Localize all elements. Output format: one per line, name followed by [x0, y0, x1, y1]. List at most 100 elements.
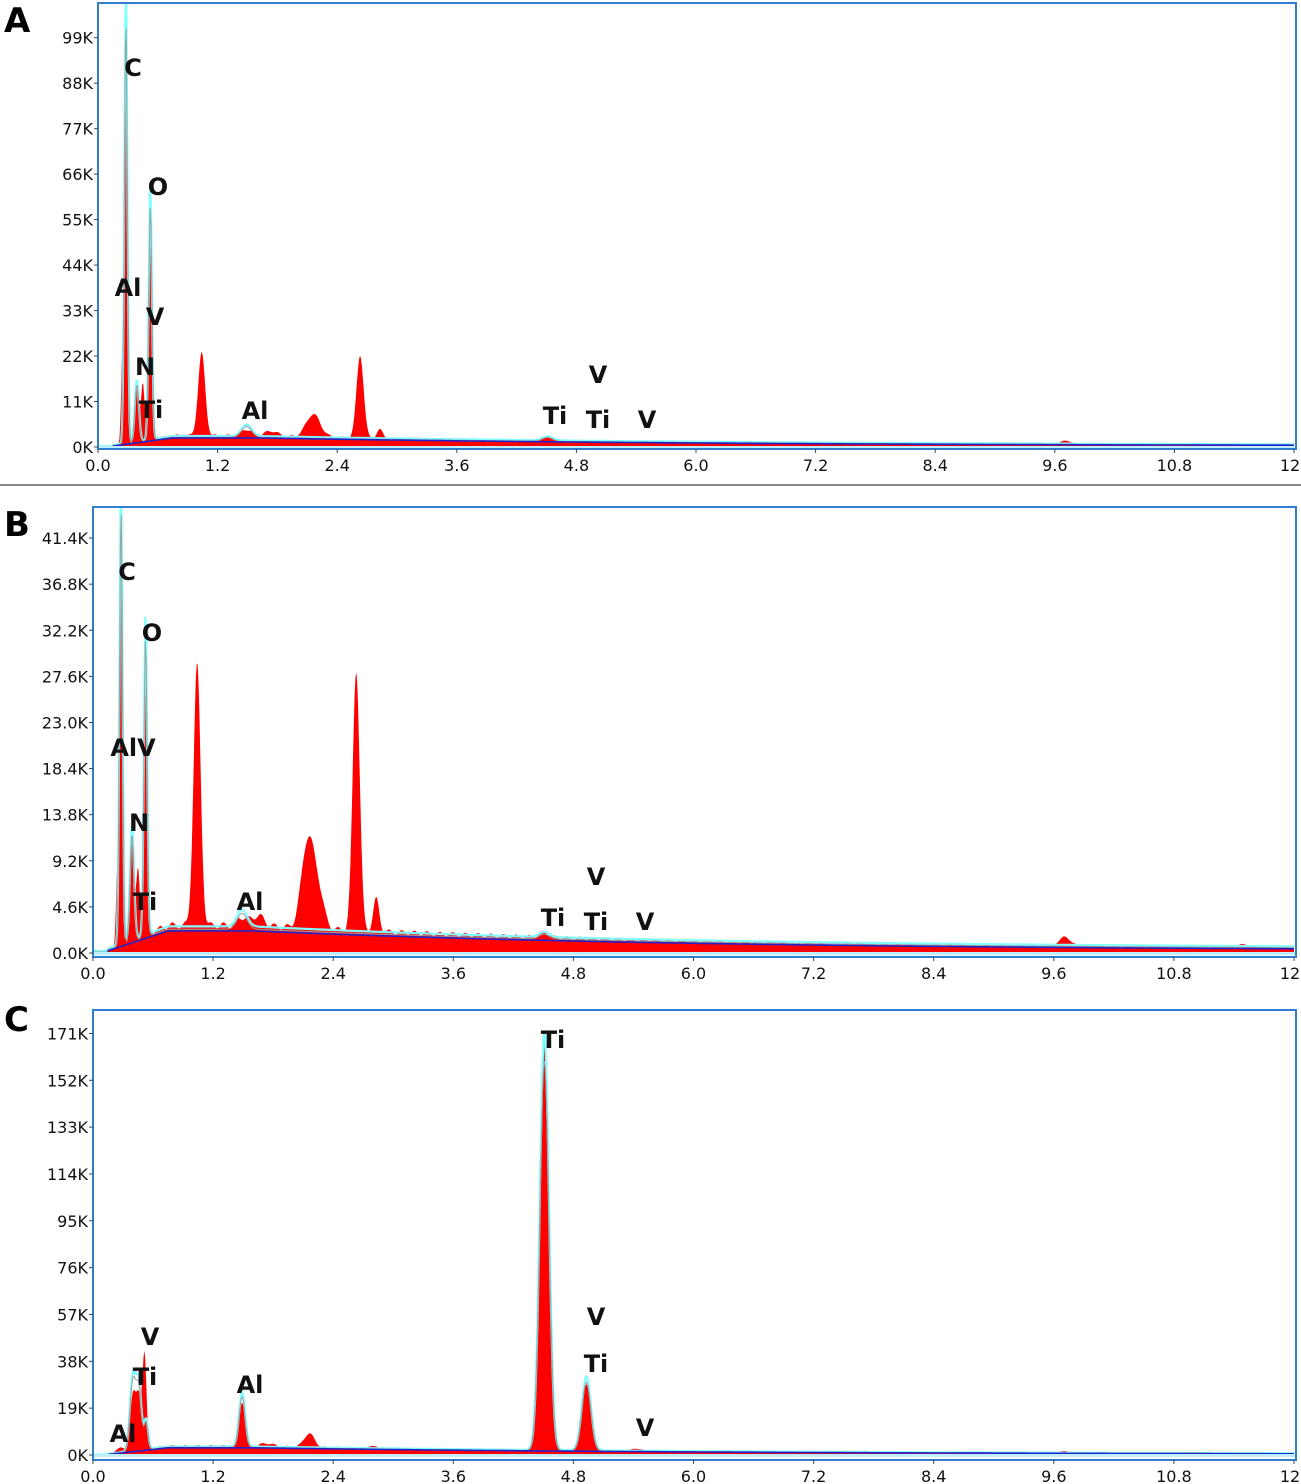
y-tick-label: 171K [47, 1024, 89, 1043]
y-tick-label: 18.4K [42, 760, 89, 779]
element-label: V [146, 303, 165, 331]
baseline [93, 1454, 1296, 1457]
spectrum-chart-a: 0K 11K 22K 33K 44K 55K 66K 77K 88K 99K 0.0 1.2 2.4 3.… [62, 2, 1300, 475]
y-tick-label: 22K [62, 347, 93, 366]
spectrum-chart-b: 0.0K 4.6K 9.2K 13.8K 18.4K 23.0K 27.6K 32.2K 36.… [42, 506, 1300, 983]
x-tick-label: 7.2 [801, 964, 826, 983]
y-tick-label: 0K [67, 1446, 88, 1465]
y-tick-label: 95K [57, 1212, 88, 1231]
element-label: V [638, 406, 657, 434]
x-tick-label: 0.0 [85, 456, 110, 475]
y-tick-label: 27.6K [42, 667, 89, 686]
y-tick-label: 99K [62, 29, 93, 48]
y-tick-label: 44K [62, 256, 93, 275]
element-label: Ti [139, 396, 164, 424]
x-tick-label: 1.2 [205, 456, 230, 475]
y-tick-label: 4.6K [52, 898, 88, 917]
x-tick-label: 3.6 [444, 456, 469, 475]
x-tick-label: 6.0 [683, 456, 708, 475]
fit-line [93, 1060, 1294, 1456]
x-tick-label: 7.2 [803, 456, 828, 475]
x-tick-label: 10.8 [1157, 456, 1193, 475]
y-tick-label: 152K [47, 1071, 89, 1090]
y-tick-label: 36.8K [42, 575, 89, 594]
x-tick-label: 7.2 [801, 1467, 826, 1484]
element-label: Al [110, 1420, 137, 1448]
x-tick-label: 0.0 [80, 1467, 105, 1484]
x-tick-label: 6.0 [681, 964, 706, 983]
element-label: Al [237, 1371, 264, 1399]
plot-frame [92, 1009, 1297, 1461]
x-tick-label: 4.8 [564, 456, 589, 475]
x-tick-label: 2.4 [320, 964, 345, 983]
element-label: C [118, 558, 136, 586]
spectrum-plot-area [93, 1030, 1296, 1457]
y-tick-label: 114K [47, 1165, 89, 1184]
panel-a: 0K 11K 22K 33K 44K 55K 66K 77K 88K 99K 0.0 1.2 2.4 3.… [0, 0, 1301, 484]
x-tick-label: 9.6 [1041, 1467, 1066, 1484]
y-tick-label: 77K [62, 120, 93, 139]
background-line [93, 1447, 1294, 1456]
element-label: V [141, 1323, 160, 1351]
element-label: Ti [541, 1026, 566, 1054]
element-label: Al [242, 397, 269, 425]
x-tick-label: 1.2 [200, 964, 225, 983]
element-label: Ti [541, 904, 566, 932]
reference-spectrum-line [98, 3, 1294, 448]
element-label: Al [237, 888, 264, 916]
element-label: Ti [584, 908, 609, 936]
y-tick-label: 23.0K [42, 713, 89, 732]
x-tick-label: 8.4 [921, 1467, 946, 1484]
element-label: O [148, 173, 168, 201]
x-tick-label: 6.0 [681, 1467, 706, 1484]
spectrum-plot-area [98, 3, 1296, 449]
baseline [93, 952, 1296, 955]
y-tick-label: 41.4K [42, 529, 89, 548]
x-tick-label: 4.8 [561, 964, 586, 983]
x-tick-label: 8.4 [921, 964, 946, 983]
y-tick-label: 0.0K [52, 944, 88, 963]
element-label: N [135, 353, 155, 381]
reference-spectrum-line [93, 1030, 1294, 1456]
y-tick-label: 66K [62, 165, 93, 184]
x-tick-label: 12 [1280, 1467, 1300, 1484]
y-tick-label: 38K [57, 1352, 88, 1371]
element-label: V [636, 908, 655, 936]
reference-spectrum-line [93, 507, 1294, 953]
y-tick-label: 57K [57, 1305, 88, 1324]
x-tick-label: 9.6 [1042, 456, 1067, 475]
x-tick-label: 2.4 [324, 456, 349, 475]
background-line [93, 930, 1294, 954]
element-label: V [587, 1303, 606, 1331]
y-tick-label: 19K [57, 1399, 88, 1418]
x-tick-label: 12 [1280, 456, 1300, 475]
x-tick-label: 8.4 [922, 456, 947, 475]
element-label: Ti [133, 888, 158, 916]
element-label: V [587, 863, 606, 891]
background-line [98, 437, 1294, 448]
x-tick-label: 9.6 [1041, 964, 1066, 983]
fit-line [93, 514, 1294, 953]
plot-frame [97, 2, 1297, 450]
plot-frame [92, 506, 1297, 958]
x-tick-label: 2.4 [320, 1467, 345, 1484]
panel-b: 0.0K 4.6K 9.2K 13.8K 18.4K 23.0K 27.6K 32.2K 36.… [4, 505, 1300, 983]
element-label: O [142, 619, 162, 647]
element-label: Ti [586, 406, 611, 434]
panel-label-b: B [4, 505, 30, 545]
y-tick-label: 32.2K [42, 621, 89, 640]
element-label: Ti [133, 1363, 158, 1391]
x-tick-label: 3.6 [441, 1467, 466, 1484]
x-tick-label: 12 [1280, 964, 1300, 983]
y-tick-label: 76K [57, 1259, 88, 1278]
x-tick-label: 0.0 [80, 964, 105, 983]
element-label: Ti [584, 1350, 609, 1378]
y-tick-label: 13.8K [42, 806, 89, 825]
y-tick-label: 88K [62, 74, 93, 93]
y-tick-label: 133K [47, 1118, 89, 1137]
element-label: V [636, 1414, 655, 1442]
panel-label-a: A [4, 1, 31, 41]
x-tick-label: 4.8 [561, 1467, 586, 1484]
